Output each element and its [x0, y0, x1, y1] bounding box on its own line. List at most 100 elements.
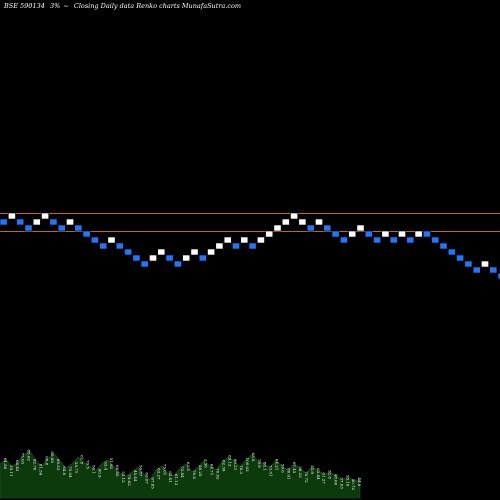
- volume-label: 75.01: [162, 464, 167, 475]
- renko-brick-down: [472, 266, 481, 274]
- renko-brick-down: [422, 230, 431, 238]
- volume-label: 58.33: [298, 466, 303, 478]
- renko-brick-down: [306, 224, 315, 232]
- renko-brick-up: [223, 236, 232, 244]
- renko-brick-down: [198, 254, 207, 262]
- renko-brick-up: [298, 218, 307, 226]
- volume-label: 64.71: [210, 464, 215, 475]
- volume-label: 44.9: [357, 477, 362, 486]
- volume-label: 50.72: [351, 479, 356, 491]
- renko-brick-up: [315, 218, 323, 226]
- volume-label: 68.42: [15, 460, 20, 472]
- volume-label: 63.44: [316, 468, 321, 480]
- renko-brick-down: [16, 218, 25, 226]
- volume-label: 85.62: [27, 450, 32, 462]
- renko-brick-up: [265, 230, 274, 238]
- volume-label: 88.1: [263, 462, 268, 471]
- renko-brick-down: [489, 266, 498, 274]
- volume-label: 82.41: [168, 471, 173, 482]
- renko-brick-down: [439, 242, 448, 250]
- renko-brick-up: [182, 254, 191, 262]
- renko-brick-up: [32, 218, 41, 226]
- volume-label: 59.6: [280, 464, 285, 473]
- renko-brick-down: [331, 230, 340, 238]
- volume-label: 80.01: [286, 468, 291, 479]
- renko-brick-down: [447, 248, 456, 256]
- renko-brick-down: [232, 242, 240, 250]
- volume-label: 68.53: [56, 459, 61, 471]
- volume-label: 100.03: [245, 458, 250, 472]
- volume-label: 61.27: [322, 472, 327, 484]
- renko-brick-up: [66, 218, 74, 226]
- volume-label: 73.51: [269, 465, 274, 476]
- renko-brick-up: [256, 236, 265, 244]
- volume-label: 75.04: [68, 466, 73, 478]
- volume-label: 63.27: [156, 468, 161, 480]
- renko-brick-down: [464, 260, 473, 268]
- volume-label: 51.92: [109, 458, 114, 470]
- renko-brick-up: [190, 248, 199, 256]
- volume-label: 66.8: [44, 456, 49, 465]
- header-arrow: ~: [63, 2, 68, 10]
- volume-label: 81.59: [38, 464, 43, 476]
- volume-label: 92.76: [33, 459, 38, 471]
- volume-label: 76.8: [192, 470, 197, 479]
- volume-label: 56.87: [139, 465, 144, 477]
- renko-brick-down: [57, 224, 66, 232]
- renko-brick-up: [157, 248, 166, 256]
- renko-brick-down: [115, 242, 124, 250]
- renko-brick-up: [8, 212, 16, 220]
- volume-label: 72.44: [180, 466, 185, 478]
- volume-label: 58.25: [198, 465, 203, 477]
- renko-brick-down: [140, 260, 149, 268]
- volume-label: 55.12: [121, 471, 126, 483]
- renko-brick-down: [165, 254, 174, 262]
- volume-label: 45.44: [133, 470, 138, 482]
- renko-brick-up: [207, 248, 215, 256]
- renko-brick-up: [281, 218, 290, 226]
- volume-label: 60.9: [97, 469, 102, 478]
- volume-label: 55.9: [310, 465, 315, 474]
- volume-label: 61.8: [80, 455, 85, 464]
- renko-brick-up: [107, 236, 116, 244]
- volume-area-shape: [0, 451, 361, 499]
- volume-label: 55.11: [9, 465, 14, 476]
- renko-brick-down: [323, 224, 332, 232]
- renko-brick-down: [24, 224, 33, 232]
- volume-label: 56.1: [92, 465, 97, 474]
- volume-label: 79.9: [257, 459, 262, 468]
- volume-label: 60.07: [145, 472, 150, 484]
- volume-label: 70.72: [304, 471, 309, 483]
- volume-label: 85.12: [227, 455, 232, 467]
- renko-brick-down: [497, 272, 500, 280]
- header-symbol: BSE 590134: [3, 2, 45, 10]
- renko-brick-up: [481, 260, 489, 268]
- volume-label: 3.36: [204, 459, 209, 468]
- volume-label: 79.62: [127, 474, 132, 486]
- renko-brick-down: [0, 218, 8, 226]
- volume-area: [0, 451, 361, 499]
- volume-label: 55.71: [74, 462, 79, 473]
- header-change: 3%: [50, 2, 60, 10]
- renko-brick-down: [364, 230, 373, 238]
- renko-brick-down: [91, 236, 99, 244]
- volume-label: 57.03: [339, 477, 344, 489]
- renko-brick-up: [381, 230, 390, 238]
- volume-label: 66.85: [115, 465, 120, 477]
- renko-brick-down: [99, 242, 108, 250]
- renko-brick-up: [348, 230, 357, 238]
- volume-label: 64.21: [275, 459, 280, 470]
- renko-brick-up: [41, 212, 49, 220]
- renko-brick-down: [339, 236, 348, 244]
- volume-label: 62.39: [221, 460, 226, 472]
- renko-brick-down: [124, 248, 132, 256]
- volume-label: 67.45: [292, 462, 297, 474]
- volume-label: 80.89: [50, 451, 55, 463]
- renko-brick-down: [132, 254, 141, 262]
- volume-label: 55.19: [345, 475, 350, 487]
- volume-label: 64.8: [62, 466, 67, 475]
- volume-label: 48.66: [334, 474, 339, 486]
